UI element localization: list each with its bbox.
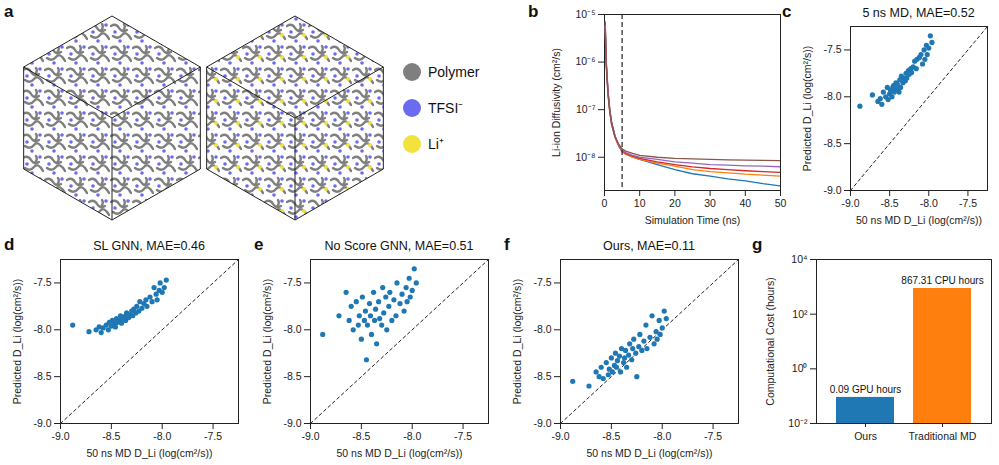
html-text:d: d [4, 235, 15, 254]
svg-text:-8.5: -8.5 [352, 430, 370, 442]
svg-text:-8.0: -8.0 [403, 430, 421, 442]
svg-text:-7.5: -7.5 [204, 430, 222, 442]
svg-text:-9.0: -9.0 [551, 430, 569, 442]
svg-text:50 ns MD D_Li (log(cm²/s)): 50 ns MD D_Li (log(cm²/s)) [86, 447, 212, 459]
svg-text:867.31 CPU hours: 867.31 CPU hours [901, 275, 983, 286]
svg-text:10⁻⁵: 10⁻⁵ [575, 8, 595, 20]
svg-text:-8.5: -8.5 [881, 197, 899, 209]
svg-text:Predicted D_Li (log(cm²/s)): Predicted D_Li (log(cm²/s)) [511, 279, 523, 404]
html-text:f: f [504, 235, 510, 254]
html-text:5 ns MD, MAE=0.52: 5 ns MD, MAE=0.52 [862, 6, 975, 20]
html-text:b: b [528, 2, 539, 21]
html-text:Ours, MAE=0.11: Ours, MAE=0.11 [603, 239, 695, 253]
svg-text:-7.5: -7.5 [33, 276, 51, 288]
svg-text:-9.0: -9.0 [533, 417, 551, 429]
svg-text:10⁰: 10⁰ [792, 362, 808, 374]
svg-text:40: 40 [739, 197, 751, 209]
svg-text:-8.5: -8.5 [823, 137, 841, 149]
svg-text:Predicted D_Li (log(cm²/s)): Predicted D_Li (log(cm²/s)) [261, 279, 273, 404]
html-text:c: c [782, 2, 792, 21]
svg-text:-7.5: -7.5 [704, 430, 722, 442]
svg-text:Polymer: Polymer [428, 64, 480, 80]
svg-text:Simulation Time (ns): Simulation Time (ns) [645, 214, 741, 226]
svg-text:50 ns MD D_Li (log(cm²/s)): 50 ns MD D_Li (log(cm²/s)) [336, 447, 462, 459]
svg-text:-7.5: -7.5 [959, 197, 977, 209]
svg-text:-7.5: -7.5 [283, 276, 301, 288]
svg-text:-8.0: -8.0 [533, 323, 551, 335]
svg-text:-9.0: -9.0 [301, 430, 319, 442]
svg-text:-8.0: -8.0 [283, 323, 301, 335]
svg-text:-9.0: -9.0 [823, 184, 841, 196]
svg-text:Computational Cost (hours): Computational Cost (hours) [764, 277, 776, 405]
svg-text:-8.0: -8.0 [153, 430, 171, 442]
svg-text:-8.0: -8.0 [653, 430, 671, 442]
svg-text:30: 30 [704, 197, 716, 209]
svg-text:-8.0: -8.0 [920, 197, 938, 209]
svg-text:50 ns MD D_Li (log(cm²/s)): 50 ns MD D_Li (log(cm²/s)) [856, 214, 982, 226]
svg-text:-8.5: -8.5 [533, 370, 551, 382]
svg-text:-8.0: -8.0 [33, 323, 51, 335]
svg-text:-8.0: -8.0 [823, 90, 841, 102]
svg-text:-7.5: -7.5 [823, 43, 841, 55]
svg-text:10⁴: 10⁴ [791, 253, 807, 265]
svg-text:-9.0: -9.0 [51, 430, 69, 442]
svg-text:0: 0 [602, 197, 608, 209]
svg-text:Traditional MD: Traditional MD [909, 430, 977, 442]
svg-text:50: 50 [775, 197, 787, 209]
svg-text:10⁻⁸: 10⁻⁸ [575, 151, 595, 163]
svg-text:0.09 GPU hours: 0.09 GPU hours [830, 384, 902, 395]
svg-text:Li⁺: Li⁺ [428, 136, 444, 152]
svg-text:Ours: Ours [854, 430, 877, 442]
svg-text:Predicted D_Li (log(cm²/s)): Predicted D_Li (log(cm²/s)) [801, 46, 813, 171]
svg-text:-8.5: -8.5 [602, 430, 620, 442]
svg-text:10⁻⁶: 10⁻⁶ [575, 55, 595, 67]
svg-text:-8.5: -8.5 [102, 430, 120, 442]
svg-text:-8.5: -8.5 [33, 370, 51, 382]
svg-text:-9.0: -9.0 [841, 197, 859, 209]
html-text:No Score GNN, MAE=0.51: No Score GNN, MAE=0.51 [324, 239, 474, 253]
svg-text:50 ns MD D_Li (log(cm²/s)): 50 ns MD D_Li (log(cm²/s)) [586, 447, 712, 459]
svg-text:10⁻²: 10⁻² [788, 417, 808, 429]
svg-text:Predicted D_Li (log(cm²/s)): Predicted D_Li (log(cm²/s)) [11, 279, 23, 404]
html-text:g: g [752, 235, 763, 254]
svg-text:-9.0: -9.0 [33, 417, 51, 429]
svg-text:Li-ion Diffusivity (cm²/s): Li-ion Diffusivity (cm²/s) [550, 48, 562, 157]
svg-text:20: 20 [669, 197, 681, 209]
svg-text:10²: 10² [792, 308, 808, 320]
html-text:a: a [4, 2, 14, 21]
svg-text:10: 10 [634, 197, 646, 209]
html-text:e: e [254, 235, 264, 254]
svg-text:10⁻⁷: 10⁻⁷ [576, 103, 596, 115]
svg-text:-7.5: -7.5 [454, 430, 472, 442]
svg-text:-7.5: -7.5 [533, 276, 551, 288]
svg-text:-9.0: -9.0 [283, 417, 301, 429]
html-text:SL GNN, MAE=0.46: SL GNN, MAE=0.46 [93, 239, 205, 253]
svg-text:TFSI⁻: TFSI⁻ [428, 100, 463, 116]
svg-text:-8.5: -8.5 [283, 370, 301, 382]
